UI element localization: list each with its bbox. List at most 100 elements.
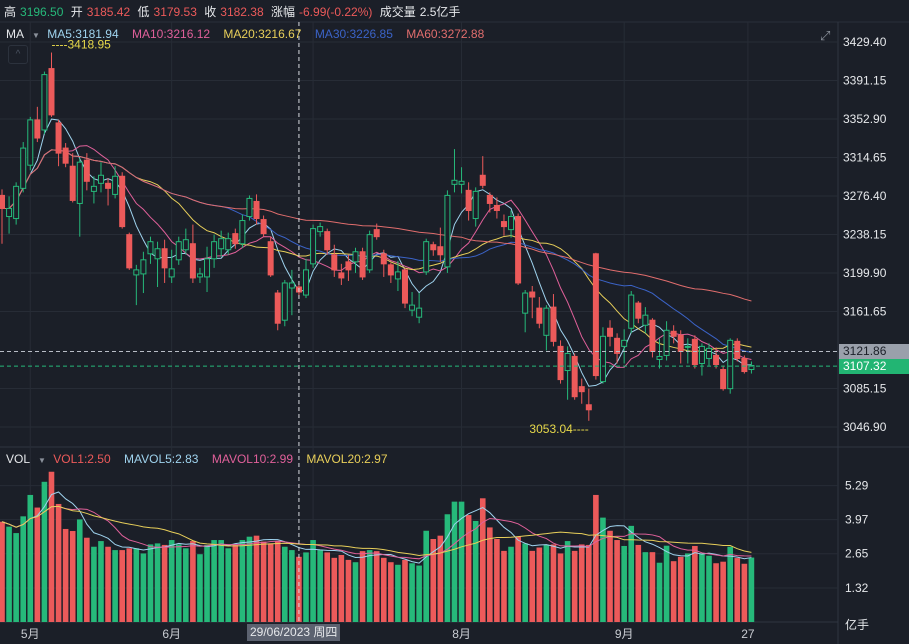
candle-up [97, 174, 104, 184]
candle-down [578, 386, 585, 393]
volume-bar [352, 562, 359, 622]
candle-up [522, 292, 529, 314]
candle-down [713, 354, 720, 365]
volume-bar [543, 544, 550, 622]
price-tick-label: 3046.90 [843, 420, 887, 434]
volume-bar [734, 558, 741, 622]
last-price-tag: 3121.86 [839, 344, 909, 359]
candle-down [649, 319, 656, 352]
candle-up [225, 238, 232, 251]
volume-legend: VOL ▼ VOL1:2.50 MAVOL5:2.83 MAVOL10:2.99 … [6, 452, 392, 466]
candle-down [571, 355, 578, 398]
candle-up [317, 226, 324, 233]
collapse-button[interactable]: ^ [8, 45, 28, 64]
volume-bar [600, 517, 606, 622]
volume-bar [578, 544, 585, 622]
volume-bar [402, 559, 408, 622]
candle-up [175, 241, 182, 261]
candle-down [267, 241, 274, 276]
volume-bar [154, 543, 161, 622]
volume-bar [727, 546, 734, 622]
price-tick-label: 3391.15 [843, 74, 887, 88]
volume-bar [649, 552, 656, 622]
volume-bar [635, 544, 642, 622]
candle-down [189, 243, 196, 279]
volume-bar [13, 533, 19, 622]
volume-bar [395, 564, 401, 622]
ma-indicator-label[interactable]: MA [6, 27, 24, 41]
volume-bar [105, 546, 111, 622]
volume-bar [246, 536, 253, 622]
candle-down [500, 221, 507, 228]
candle-down [592, 253, 599, 377]
volume-bar [119, 550, 125, 622]
volume-bar [692, 545, 698, 622]
candle-up [239, 220, 246, 245]
volume-bar [677, 556, 684, 622]
volume-bar [593, 494, 599, 622]
candle-down [677, 334, 684, 352]
volume-bar [27, 494, 34, 622]
candle-up [154, 248, 161, 260]
volume-bar [607, 530, 613, 622]
candle-down [260, 219, 267, 235]
candle-down [338, 272, 345, 279]
candle-up [182, 239, 189, 251]
volume-bar [373, 551, 380, 622]
candle-down [401, 269, 408, 304]
price-tick-label: 3085.15 [843, 382, 887, 396]
candle-up [423, 241, 430, 273]
ma5-value: MA5:3181.94 [47, 27, 119, 41]
candle-down [345, 261, 352, 271]
ma-legend: MA ▼ MA5:3181.94 MA10:3216.12 MA20:3216.6… [6, 27, 488, 41]
volume-bar [91, 546, 97, 622]
high-label: 高 [4, 5, 17, 19]
price-tick-label: 3238.15 [843, 228, 887, 242]
volume-bar [260, 541, 267, 622]
candle-down [274, 292, 281, 324]
volume-bar [536, 547, 543, 622]
volume-bar [183, 548, 189, 622]
candle-up [204, 258, 211, 278]
candle-down [529, 291, 536, 298]
volume-bar [331, 557, 338, 622]
candle-up [628, 294, 635, 329]
change-label: 涨幅 [271, 5, 296, 19]
dropdown-caret-icon[interactable]: ▼ [32, 31, 40, 40]
candle-down [253, 200, 260, 220]
price-tick-label: 3314.65 [843, 151, 887, 165]
volume-bar [748, 557, 755, 622]
candle-down [55, 122, 62, 154]
close-value: 3182.38 [220, 5, 264, 19]
price-tick-label: 3161.65 [843, 305, 887, 319]
change-value: -6.99(-0.22%) [299, 5, 373, 19]
fullscreen-icon[interactable]: ⤢ [820, 28, 831, 43]
candle-up [366, 234, 373, 271]
volume-bars [0, 471, 755, 622]
price-tick-label: 3429.40 [843, 35, 887, 49]
volume-bar [699, 553, 705, 622]
dropdown-caret-icon[interactable]: ▼ [38, 456, 46, 465]
volume-average-lines [1, 491, 752, 564]
candle-up [698, 345, 705, 364]
candle-down [69, 165, 76, 201]
vol-indicator-label[interactable]: VOL [6, 452, 31, 466]
price-tick-label: 3352.90 [843, 112, 887, 126]
candle-up [663, 329, 670, 356]
ma30-value: MA30:3226.85 [314, 27, 393, 41]
mavol5-value: MAVOL5:2.83 [124, 452, 199, 466]
volume-bar [197, 554, 203, 622]
ma20-value: MA20:3216.67 [223, 27, 302, 41]
volume-bar [161, 544, 168, 622]
candle-up [642, 314, 649, 326]
volume-bar [140, 553, 147, 622]
volume-tick-label: 5.29 [845, 479, 869, 493]
volume-bar [458, 501, 465, 622]
candle-down [62, 147, 69, 164]
ohlc-header: 高 3196.50 开 3185.42 低 3179.53 收 3182.38 涨幅 -6… [4, 3, 464, 20]
volume-bar [168, 540, 175, 622]
candle-up [310, 228, 317, 265]
volume-bar [20, 516, 27, 622]
volume-bar [204, 544, 210, 622]
